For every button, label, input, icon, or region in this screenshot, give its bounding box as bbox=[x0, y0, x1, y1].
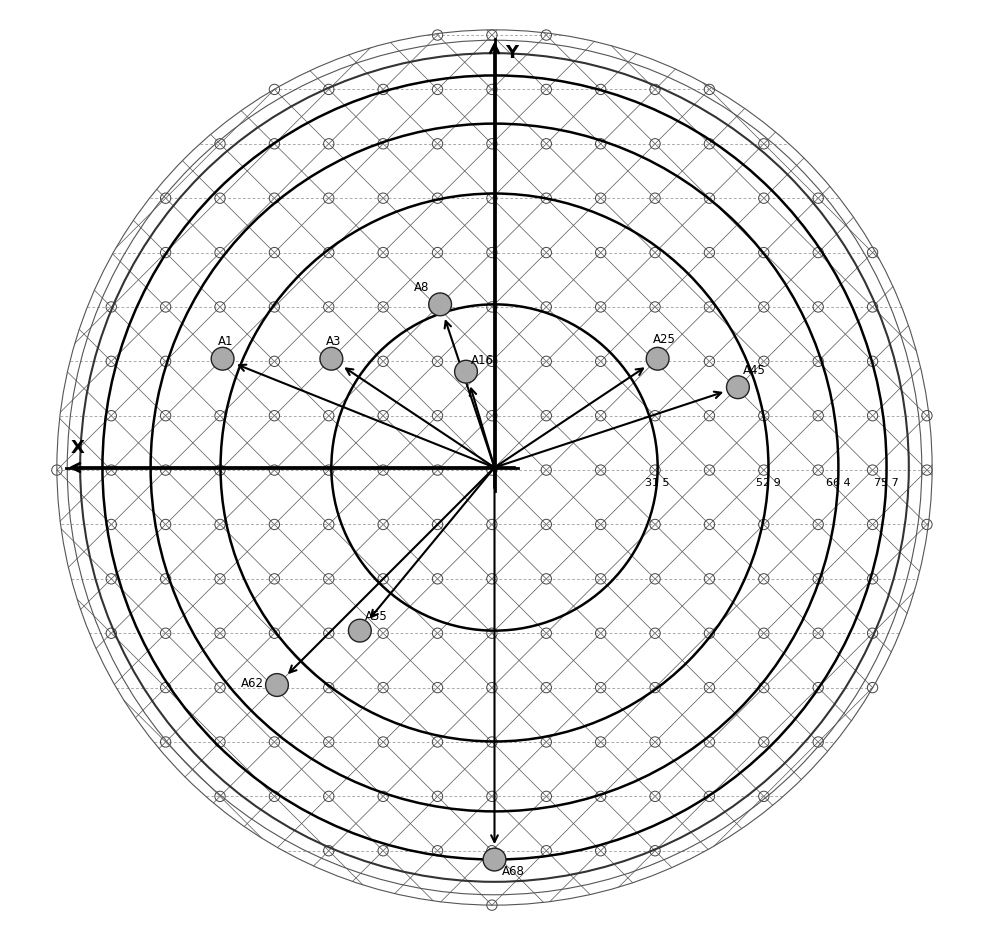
Text: A16: A16 bbox=[471, 353, 494, 367]
Text: A3: A3 bbox=[326, 336, 341, 349]
Text: A62: A62 bbox=[240, 677, 264, 690]
Circle shape bbox=[266, 673, 289, 697]
Text: A68: A68 bbox=[502, 865, 525, 878]
Text: A45: A45 bbox=[743, 364, 765, 377]
Text: 75 7: 75 7 bbox=[874, 478, 899, 488]
Circle shape bbox=[428, 293, 452, 316]
Circle shape bbox=[483, 848, 506, 870]
Circle shape bbox=[320, 347, 343, 370]
Text: 66 4: 66 4 bbox=[826, 478, 851, 488]
Text: A55: A55 bbox=[365, 610, 388, 623]
Circle shape bbox=[455, 360, 478, 383]
Text: 31 5: 31 5 bbox=[646, 478, 670, 488]
Circle shape bbox=[212, 347, 234, 370]
Circle shape bbox=[646, 347, 669, 370]
Text: 52 9: 52 9 bbox=[757, 478, 781, 488]
Text: A25: A25 bbox=[653, 333, 675, 346]
Text: X: X bbox=[71, 439, 85, 457]
Text: Y: Y bbox=[504, 44, 518, 62]
Circle shape bbox=[348, 619, 371, 642]
Text: A8: A8 bbox=[414, 281, 429, 294]
Text: A1: A1 bbox=[218, 336, 233, 349]
Circle shape bbox=[727, 376, 750, 398]
